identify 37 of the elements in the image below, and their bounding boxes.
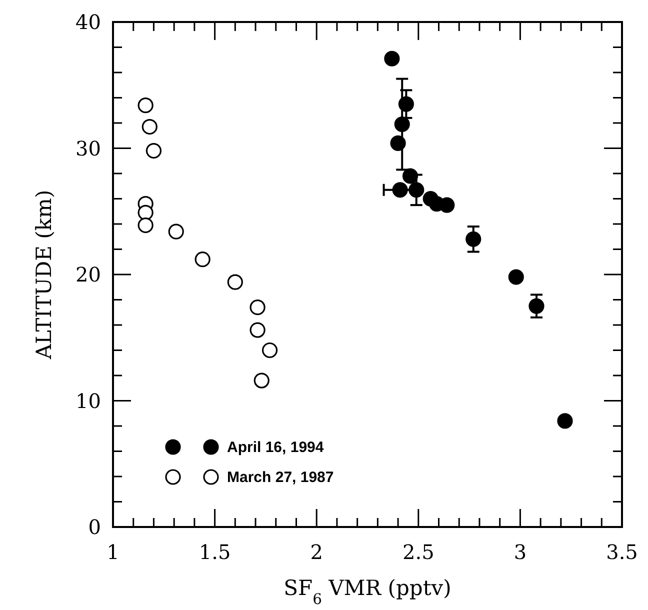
point <box>227 274 243 290</box>
y-tick-label: 10 <box>76 388 101 413</box>
point <box>557 413 573 429</box>
point <box>138 98 154 114</box>
point <box>508 269 524 285</box>
x-tick-label: 3 <box>514 540 527 564</box>
x-tick-label: 1 <box>106 540 120 564</box>
x-tick-label: 1.5 <box>198 540 231 564</box>
point <box>394 116 410 132</box>
y-tick-label: 20 <box>76 262 101 286</box>
point <box>384 50 400 66</box>
x-tick-label: 2 <box>310 540 323 564</box>
x-axis-title: SF$_{6}$ VMR (pptv) <box>284 576 452 608</box>
point <box>250 300 266 316</box>
point <box>250 322 266 338</box>
point <box>408 182 424 198</box>
y-tick-label: 30 <box>76 136 101 160</box>
point <box>142 118 158 135</box>
legend-label: March 27, 1987 <box>227 469 334 486</box>
x-tick-label: 2.5 <box>402 540 434 564</box>
point <box>138 204 154 220</box>
point <box>254 372 270 388</box>
legend-label: April 16, 1994 <box>227 439 324 456</box>
point <box>466 231 482 247</box>
point <box>439 197 455 213</box>
y-axis-title: ALTITUDE (km) <box>32 190 56 360</box>
x-tick-label: 3.5 <box>606 540 638 564</box>
point <box>194 252 210 268</box>
point <box>392 182 408 198</box>
point <box>138 217 154 234</box>
y-tick-label: 40 <box>76 10 101 34</box>
y-tick-label: 0 <box>88 515 101 539</box>
point <box>146 142 162 159</box>
point <box>390 135 406 151</box>
point <box>262 342 278 358</box>
point <box>168 224 184 240</box>
point <box>528 298 544 314</box>
